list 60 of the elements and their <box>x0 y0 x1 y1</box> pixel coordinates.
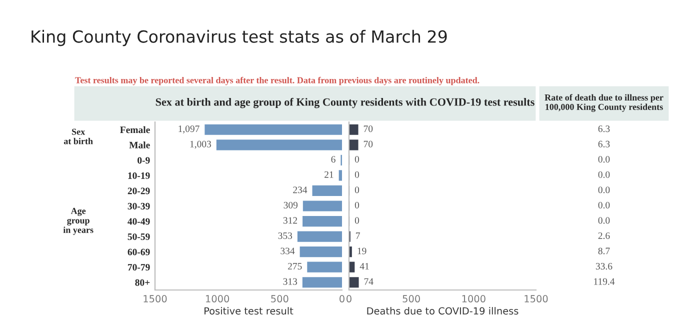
text: Rate of death due to illness per 100,000 King County residents <box>544 94 664 112</box>
chart-title: King County Coronavirus test stats as of March 29 <box>32 30 447 46</box>
data-label: 74 <box>364 278 374 285</box>
data-label: 312 <box>283 217 298 224</box>
x-tick-label: 1500 <box>144 295 167 302</box>
data-label: 70 <box>364 140 373 148</box>
y-tick-label: Female <box>120 126 150 134</box>
data-label: 21 <box>324 171 334 178</box>
data-label: 0 <box>354 156 360 163</box>
text: Age group in years <box>63 208 94 235</box>
data-label: 0 <box>354 217 360 224</box>
y-tick-label: 60-69 <box>128 248 150 256</box>
y-tick-label: Male <box>129 142 150 148</box>
text: 0.0 <box>598 156 610 163</box>
text: 0.0 <box>598 171 610 178</box>
data-label: 1,097 <box>178 126 200 134</box>
y-tick-label: 30-39 <box>128 202 150 210</box>
data-label: 7 <box>356 232 360 239</box>
text: 0.0 <box>598 202 610 208</box>
text: 33.6 <box>596 262 612 270</box>
data-label: 70 <box>364 126 373 132</box>
y-tick-label: 20-29 <box>128 188 150 194</box>
data-label: 309 <box>284 202 298 208</box>
x-tick-label: 1000 <box>206 295 230 302</box>
data-label: 275 <box>288 262 302 270</box>
x-axis-title: Positive test result <box>204 307 294 315</box>
x-tick-label: 0 <box>346 295 352 302</box>
chart-subtitle: Test results may be reported several days after the result. Data from previous days are routinely updated. <box>75 76 480 86</box>
text: 6.3 <box>598 126 610 132</box>
data-label: 334 <box>280 248 295 254</box>
x-tick-label: 1500 <box>524 295 548 302</box>
data-label: 1,003 <box>190 140 212 149</box>
data-label: 41 <box>360 263 369 270</box>
text: 0.0 <box>598 217 610 224</box>
x-axis-title: Deaths due to COVID-19 illness <box>367 307 518 315</box>
x-tick-label: 0 <box>340 295 344 302</box>
x-tick-label: 500 <box>271 295 288 302</box>
data-label: 0 <box>354 186 360 194</box>
text: Sex at birth and age group of King County residents with COVID-19 test results <box>156 98 534 108</box>
x-tick-label: 500 <box>402 295 420 302</box>
data-label: 19 <box>358 248 366 254</box>
data-label: 353 <box>278 232 292 239</box>
text: 8.7 <box>598 248 610 254</box>
text: 2.6 <box>598 232 610 240</box>
y-tick-label: 80+ <box>135 279 150 286</box>
y-tick-label: 0-9 <box>138 157 150 164</box>
data-label: 234 <box>293 186 308 194</box>
data-label: 0 <box>354 202 360 208</box>
data-label: 0 <box>354 171 360 178</box>
text: 0.0 <box>598 186 610 194</box>
data-label: 6 <box>331 156 336 163</box>
y-tick-label: 70-79 <box>128 264 150 271</box>
y-tick-label: 50-59 <box>128 233 150 240</box>
y-tick-label: 10-19 <box>128 172 150 179</box>
text: 6.3 <box>598 140 610 148</box>
text: 119.4 <box>594 278 615 285</box>
data-label: 313 <box>283 278 298 285</box>
text: Sex at birth <box>64 128 93 144</box>
y-tick-label: 40-49 <box>128 218 150 225</box>
x-tick-label: 1000 <box>462 295 486 302</box>
